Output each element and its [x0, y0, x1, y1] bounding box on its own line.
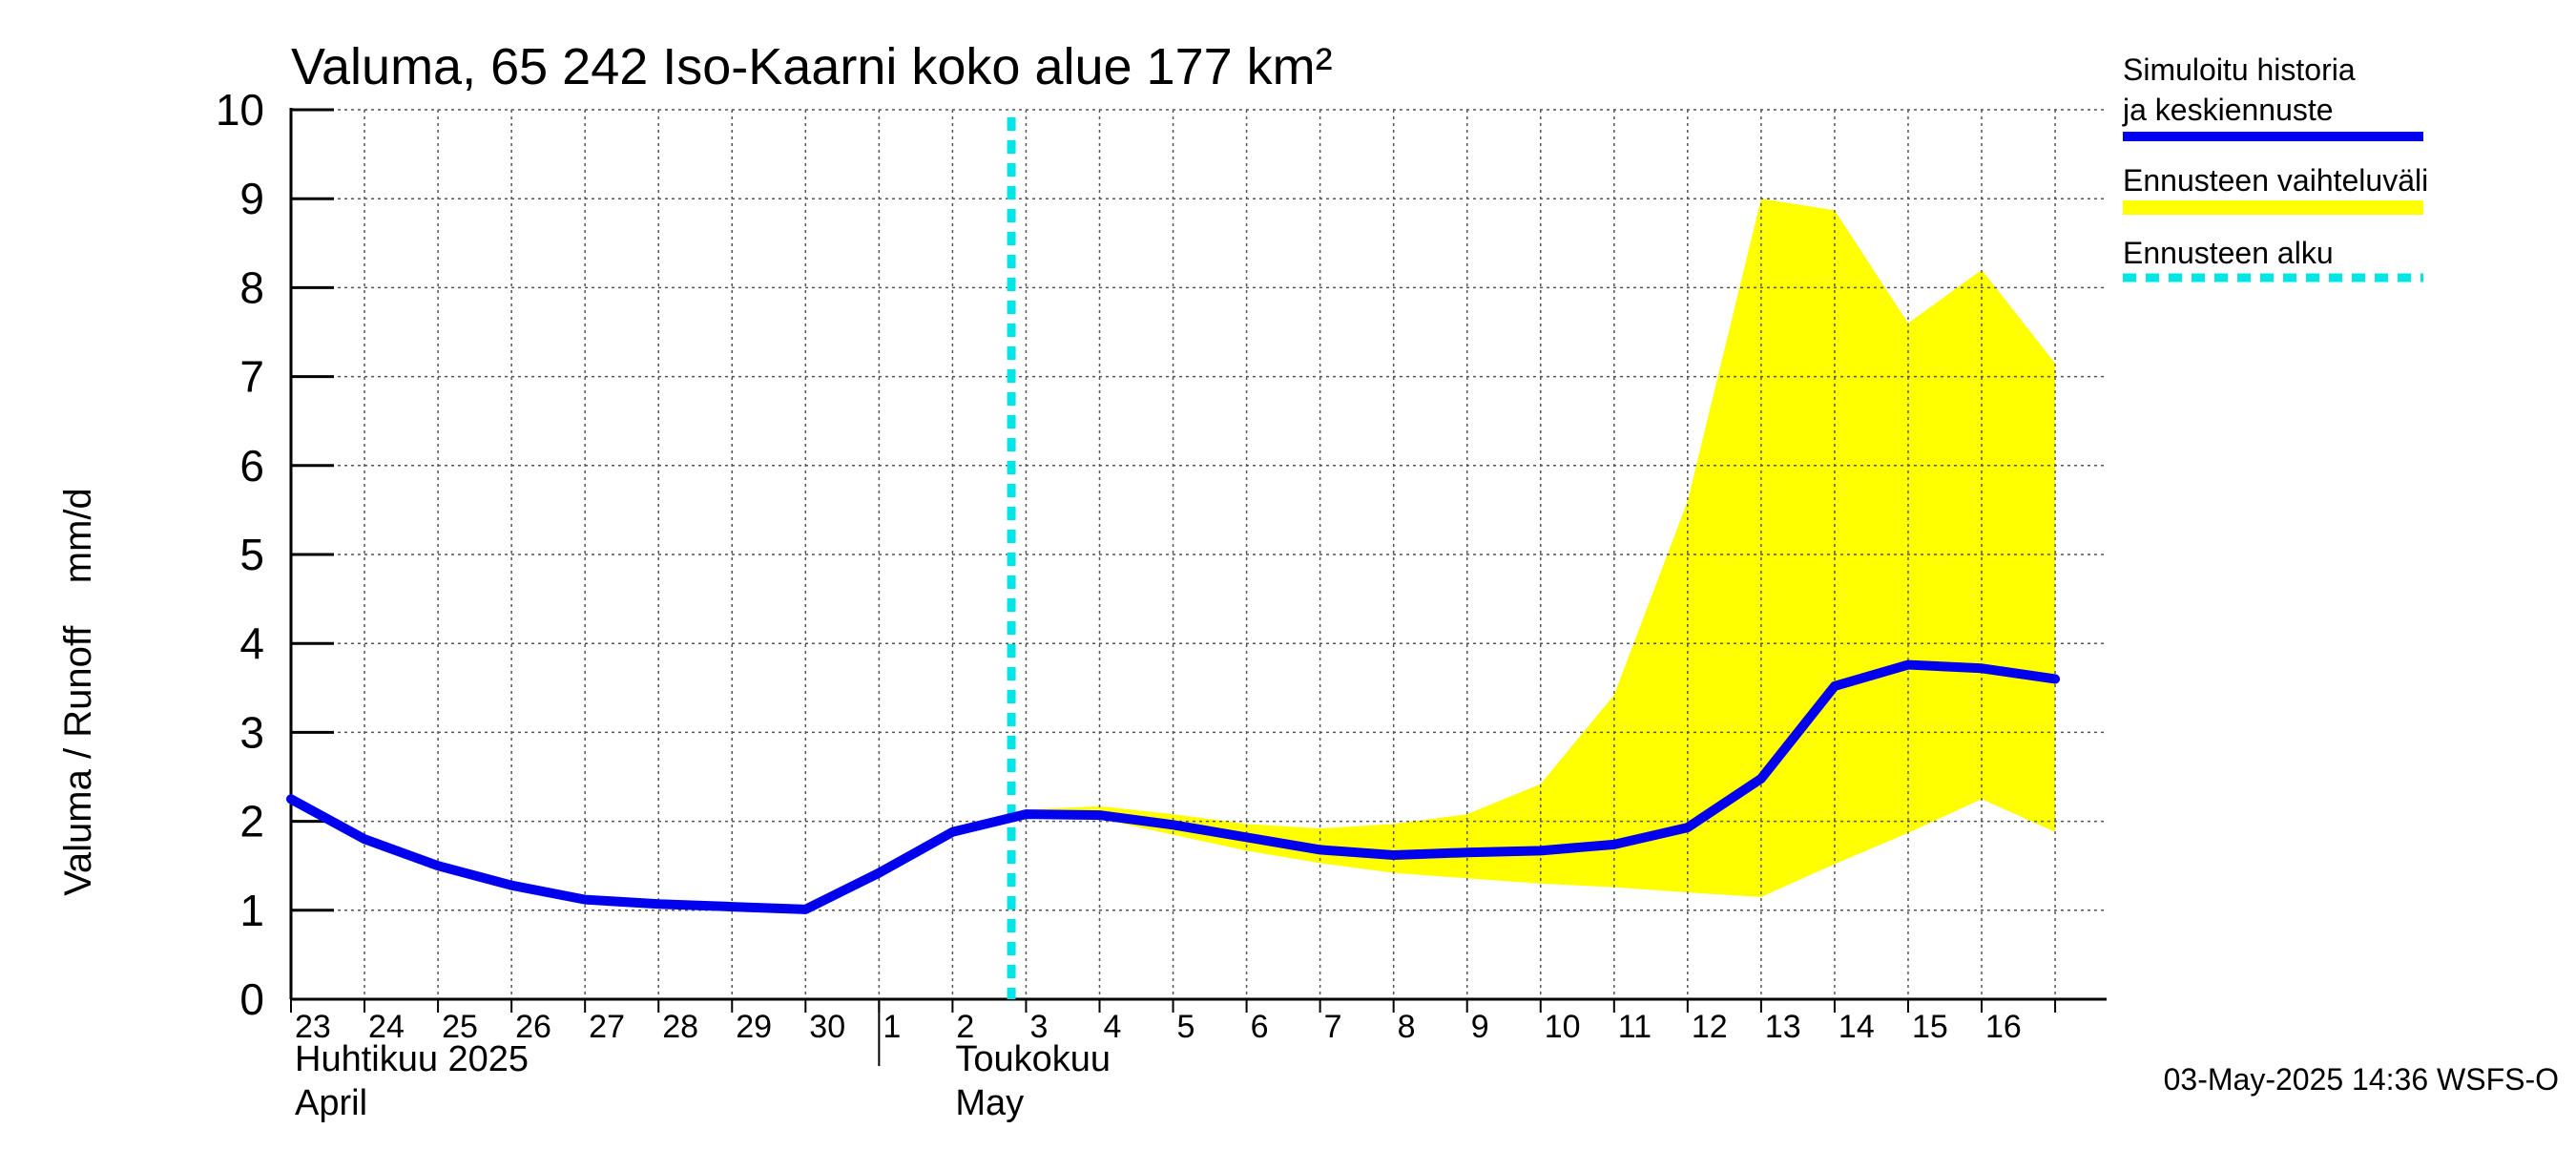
forecast-range-band: [1026, 199, 2056, 897]
x-tick-label: 16: [1985, 1009, 2022, 1045]
y-tick-label: 0: [239, 974, 264, 1024]
legend-label-simulated-line1: Simuloitu historia: [2123, 52, 2356, 87]
month-label-en: April: [295, 1083, 367, 1123]
x-tick-label: 28: [662, 1009, 698, 1045]
x-tick-label: 23: [295, 1009, 331, 1045]
x-tick-label: 5: [1177, 1009, 1195, 1045]
y-tick-label: 5: [239, 530, 264, 579]
y-tick-label: 4: [239, 618, 264, 668]
y-tick-label: 10: [216, 85, 264, 135]
x-tick-label: 24: [368, 1009, 405, 1045]
timestamp-footer: 03-May-2025 14:36 WSFS-O: [2164, 1062, 2559, 1097]
y-tick-label: 1: [239, 886, 264, 935]
x-tick-label: 2: [956, 1009, 974, 1045]
y-tick-label: 3: [239, 707, 264, 757]
y-axis-label: Valuma / Runoff mm/d: [57, 488, 99, 896]
month-label: Huhtikuu 2025: [295, 1039, 529, 1079]
y-tick-label: 2: [239, 797, 264, 847]
legend-swatch-range: [2123, 200, 2423, 215]
month-label: Toukokuu: [955, 1039, 1111, 1079]
x-tick-label: 7: [1324, 1009, 1342, 1045]
x-tick-label: 14: [1839, 1009, 1875, 1045]
legend-label-range: Ennusteen vaihteluväli: [2123, 163, 2428, 198]
x-tick-label: 11: [1618, 1009, 1652, 1045]
chart-title: Valuma, 65 242 Iso-Kaarni koko alue 177 …: [291, 38, 1333, 95]
y-tick-label: 9: [239, 174, 264, 223]
legend-label-forecast-start: Ennusteen alku: [2123, 236, 2334, 270]
x-tick-label: 25: [442, 1009, 478, 1045]
x-tick-label: 3: [1029, 1009, 1048, 1045]
x-tick-label: 1: [883, 1009, 901, 1045]
y-tick-label: 8: [239, 262, 264, 312]
x-tick-label: 9: [1471, 1009, 1489, 1045]
x-tick-label: 6: [1251, 1009, 1269, 1045]
x-tick-label: 12: [1692, 1009, 1728, 1045]
x-tick-label: 10: [1545, 1009, 1581, 1045]
x-tick-label: 29: [736, 1009, 772, 1045]
y-tick-label: 7: [239, 352, 264, 402]
x-tick-label: 8: [1398, 1009, 1416, 1045]
month-label-en: May: [955, 1083, 1024, 1123]
x-tick-label: 4: [1103, 1009, 1121, 1045]
y-tick-label: 6: [239, 441, 264, 491]
x-tick-label: 13: [1765, 1009, 1801, 1045]
x-tick-label: 15: [1912, 1009, 1948, 1045]
x-tick-label: 30: [809, 1009, 845, 1045]
x-tick-label: 26: [515, 1009, 551, 1045]
legend-label-simulated-line2: ja keskiennuste: [2122, 93, 2334, 127]
simulated-runoff-line: [286, 659, 2061, 914]
x-tick-label: 27: [589, 1009, 625, 1045]
